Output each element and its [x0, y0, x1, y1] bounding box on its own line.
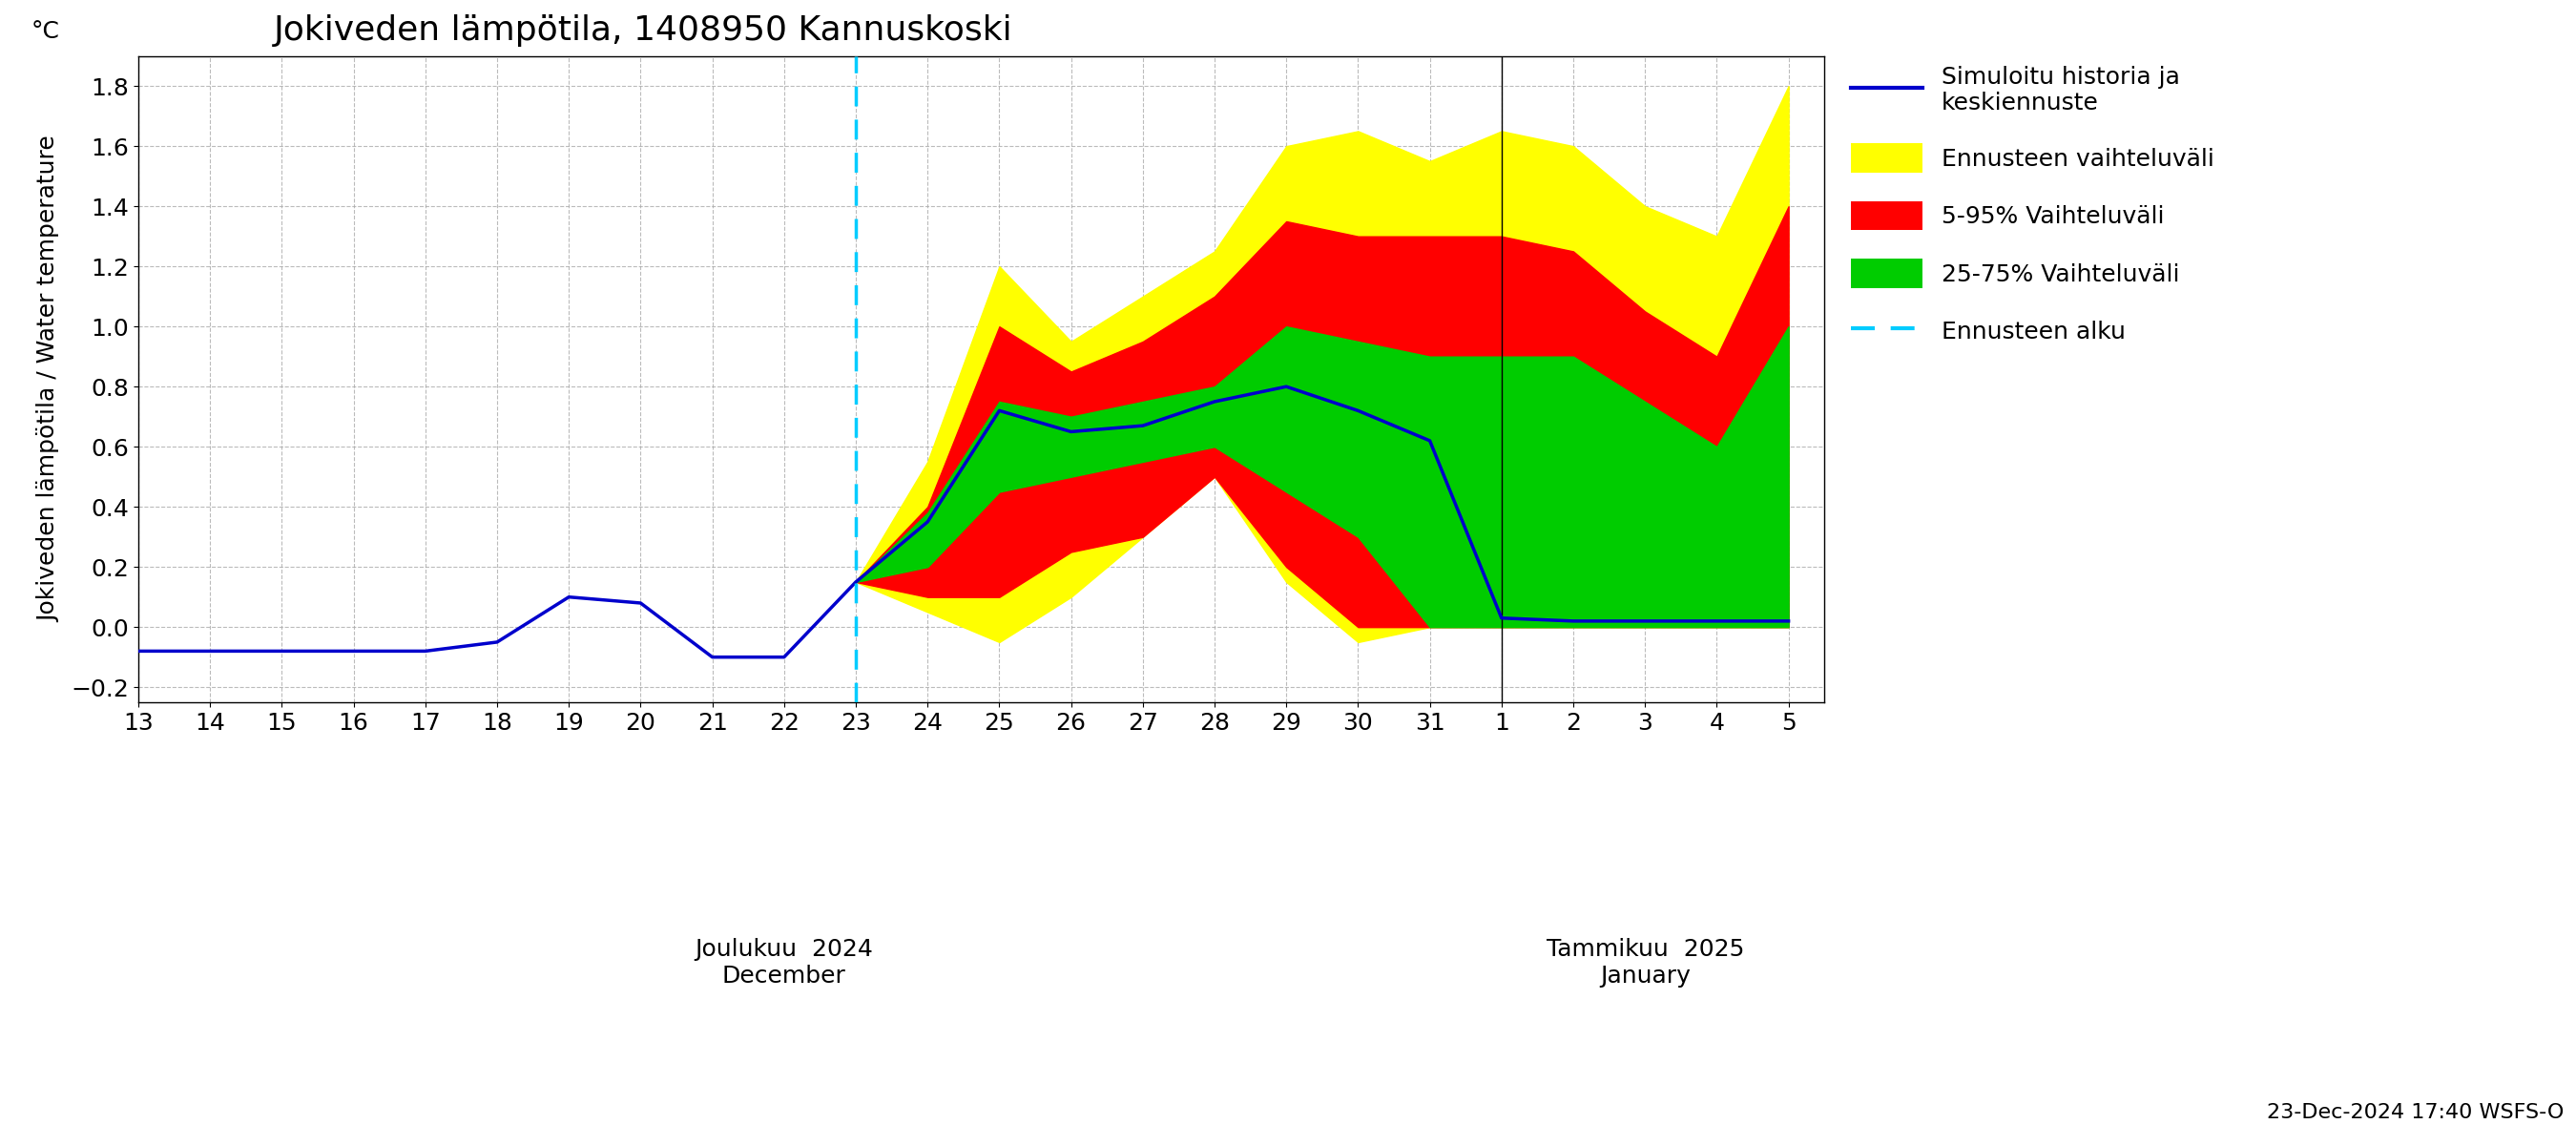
Text: Jokiveden lämpötila, 1408950 Kannuskoski: Jokiveden lämpötila, 1408950 Kannuskoski [273, 14, 1012, 47]
Legend: Simuloitu historia ja
keskiennuste, Ennusteen vaihteluväli, 5-95% Vaihteluväli, : Simuloitu historia ja keskiennuste, Ennu… [1842, 56, 2223, 355]
Y-axis label: Jokiveden lämpötila / Water temperature: Jokiveden lämpötila / Water temperature [39, 136, 59, 622]
Text: 23-Dec-2024 17:40 WSFS-O: 23-Dec-2024 17:40 WSFS-O [2267, 1103, 2563, 1122]
Text: °C: °C [31, 21, 59, 44]
Text: Joulukuu  2024
December: Joulukuu 2024 December [696, 938, 873, 987]
Text: Tammikuu  2025
January: Tammikuu 2025 January [1546, 938, 1744, 987]
